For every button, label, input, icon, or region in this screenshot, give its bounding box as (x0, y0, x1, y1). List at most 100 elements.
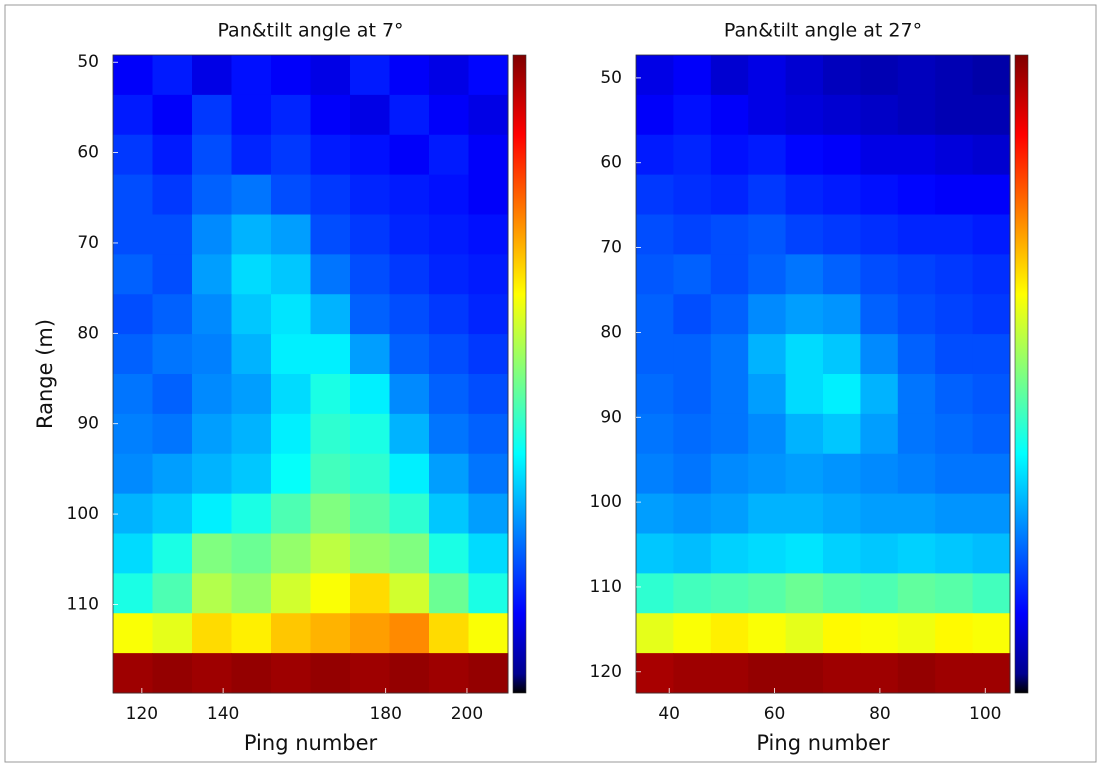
heatmap-cell (935, 613, 974, 654)
heatmap-cell (271, 294, 311, 335)
heatmap-cell (350, 413, 390, 455)
heatmap-cell (748, 573, 787, 614)
heatmap-cell (935, 493, 974, 534)
heatmap-cell (152, 55, 193, 96)
heatmap-cell (823, 493, 861, 534)
heatmap-cell (972, 533, 1011, 574)
heatmap-cell (231, 374, 272, 415)
heatmap-cell (748, 533, 787, 574)
heatmap-cell (636, 254, 674, 295)
heatmap-cell (113, 254, 153, 295)
y-tick-label: 120 (590, 662, 622, 682)
heatmap-cell (389, 334, 430, 375)
heatmap-cell (271, 374, 311, 415)
y-tick-label: 80 (600, 322, 622, 342)
heatmap-cell (271, 94, 311, 136)
heatmap-cell (748, 374, 787, 415)
heatmap-cell (785, 374, 824, 415)
y-axis-label: Range (m) (33, 319, 57, 429)
heatmap-cell (113, 334, 153, 375)
heatmap-cell (192, 134, 232, 176)
heatmap-cell (972, 413, 1011, 455)
heatmap-cell (113, 653, 153, 694)
heatmap-cell (860, 653, 899, 694)
y-tick-label: 90 (600, 407, 622, 427)
heatmap-cell (860, 174, 899, 215)
x-tick-label: 200 (451, 704, 483, 724)
y-tick-label: 50 (600, 68, 622, 88)
heatmap-cell (192, 453, 232, 495)
colorbar (1014, 54, 1029, 694)
heatmap-cell (310, 573, 351, 614)
heatmap-cell (310, 94, 351, 136)
heatmap-cell (972, 334, 1011, 375)
heatmap-cell (310, 294, 351, 335)
heatmap-cell (192, 294, 232, 335)
heatmap-cell (636, 573, 674, 614)
heatmap-cell (271, 55, 311, 96)
y-tick-label: 60 (77, 143, 99, 163)
heatmap-cell (823, 294, 861, 335)
heatmap-cell (350, 613, 390, 654)
heatmap-cell (350, 94, 390, 136)
heatmap-cell (636, 214, 674, 255)
heatmap-cell (350, 493, 390, 534)
heatmap-cell (897, 254, 936, 295)
heatmap-cell (113, 613, 153, 654)
heatmap-cell (935, 453, 974, 495)
heatmap-cell (192, 254, 232, 295)
heatmap-cell (113, 573, 153, 614)
heatmap-cell (860, 214, 899, 255)
heatmap-cell (823, 334, 861, 375)
heatmap-cell (113, 294, 153, 335)
heatmap-cell (673, 94, 712, 136)
heatmap-cell (192, 413, 232, 455)
heatmap-cell (310, 334, 351, 375)
heatmap-cell (860, 533, 899, 574)
heatmap-cell (271, 453, 311, 495)
heatmap-cell (897, 413, 936, 455)
heatmap-cell (636, 533, 674, 574)
heatmap-cell (389, 413, 430, 455)
x-tick-label: 40 (658, 704, 680, 724)
heatmap-cell (823, 573, 861, 614)
heatmap-cell (897, 94, 936, 136)
heatmap-cell (429, 374, 469, 415)
heatmap-cell (710, 493, 749, 534)
chart-title: Pan&tilt angle at 7° (217, 20, 403, 42)
heatmap-cell (468, 374, 509, 415)
heatmap-cell (429, 214, 469, 255)
heatmap-cell (748, 214, 787, 255)
heatmap-cell (860, 413, 899, 455)
heatmap-cell (972, 374, 1011, 415)
heatmap-cell (673, 613, 712, 654)
heatmap-cell (350, 55, 390, 96)
heatmap-cell (113, 533, 153, 574)
heatmap-cell (113, 453, 153, 495)
heatmap-cell (113, 174, 153, 215)
heatmap-cell (673, 334, 712, 375)
heatmap-cell (231, 453, 272, 495)
heatmap-cell (785, 453, 824, 495)
heatmap-cell (429, 294, 469, 335)
y-tick-label: 100 (590, 492, 622, 512)
heatmap-cell (710, 134, 749, 176)
heatmap-cell (636, 493, 674, 534)
heatmap-cell (972, 254, 1011, 295)
heatmap-cell (935, 413, 974, 455)
heatmap-cell (350, 334, 390, 375)
heatmap-cell (860, 254, 899, 295)
heatmap-cell (785, 214, 824, 255)
heatmap-cell (429, 94, 469, 136)
heatmap-cell (636, 374, 674, 415)
heatmap-cell (673, 55, 712, 96)
heatmap-cell (152, 94, 193, 136)
heatmap-cell (231, 174, 272, 215)
heatmap-cell (710, 413, 749, 455)
heatmap-cell (468, 55, 509, 96)
heatmap-cell (935, 174, 974, 215)
heatmap-cell (389, 613, 430, 654)
heatmap-cell (972, 653, 1011, 694)
y-tick-label: 70 (77, 233, 99, 253)
